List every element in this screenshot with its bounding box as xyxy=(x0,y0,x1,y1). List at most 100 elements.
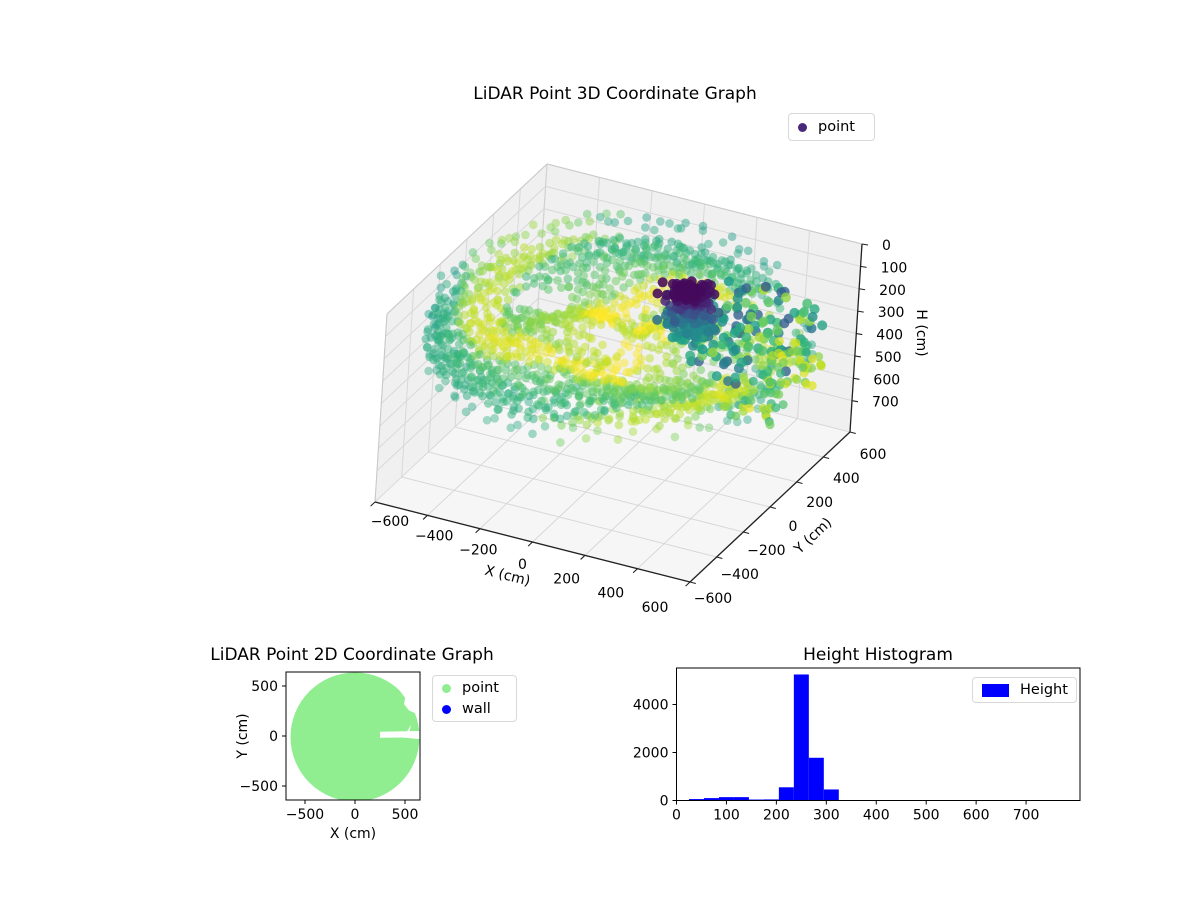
scatter-point xyxy=(489,345,498,354)
grid-line xyxy=(823,456,830,460)
plot3d: −600−400−20002004006006004002000−200−400… xyxy=(370,163,929,616)
scatter-point xyxy=(578,287,588,297)
scatter-point xyxy=(627,318,636,328)
scatter-point xyxy=(802,298,813,309)
scatter-point xyxy=(736,357,747,368)
scatter-point xyxy=(596,212,605,222)
scatter-point xyxy=(430,344,440,354)
scatter-point xyxy=(609,235,618,245)
scatter-point xyxy=(543,315,552,324)
scatter-point xyxy=(694,270,704,279)
scatter-point xyxy=(657,277,668,288)
scatter-point xyxy=(525,357,534,367)
legend-label: Height xyxy=(1020,681,1068,698)
grid-line xyxy=(769,506,776,510)
scatter-point xyxy=(703,390,713,399)
scatter-point xyxy=(642,341,652,351)
scatter-point xyxy=(630,286,639,295)
y-tick-label: −400 xyxy=(720,567,758,583)
y-tick-label: 2000 xyxy=(633,745,669,761)
z-tick-label: 0 xyxy=(882,238,891,254)
scatter-point xyxy=(633,237,643,247)
scatter-point xyxy=(492,277,502,287)
z-tick-label: 500 xyxy=(875,350,902,366)
scatter-point xyxy=(524,397,533,407)
scatter-point xyxy=(759,262,769,271)
scatter-point xyxy=(705,404,715,414)
scatter-point xyxy=(494,318,504,328)
y-tick-label: −600 xyxy=(694,591,732,607)
scatter-point xyxy=(720,401,730,411)
scatter-point xyxy=(637,259,647,268)
scatter-point xyxy=(676,224,686,233)
scatter-point xyxy=(634,343,644,352)
scatter-point xyxy=(628,427,638,437)
scatter-point xyxy=(534,385,543,395)
scatter-point xyxy=(679,369,688,379)
scatter-point xyxy=(763,328,774,339)
scatter-point xyxy=(764,267,774,276)
scatter-point xyxy=(672,375,681,385)
scatter-point xyxy=(482,415,492,425)
scatter-point xyxy=(743,324,754,335)
scatter-point xyxy=(608,374,618,384)
scatter-point xyxy=(485,238,494,248)
scatter-point xyxy=(442,279,452,289)
scatter-point xyxy=(436,283,446,293)
scatter-point xyxy=(549,409,559,419)
scatter-point xyxy=(439,313,448,323)
scatter-point xyxy=(435,295,444,305)
plot2d-title: LiDAR Point 2D Coordinate Graph xyxy=(210,645,494,665)
scatter-point xyxy=(473,375,483,385)
grid-line xyxy=(796,481,803,485)
scatter-point xyxy=(551,235,561,245)
scatter-point xyxy=(645,354,654,363)
scatter-point xyxy=(656,217,665,226)
scatter-point xyxy=(616,377,626,387)
grid-line xyxy=(632,568,638,574)
scatter-point xyxy=(652,299,662,308)
scatter-point xyxy=(492,335,501,344)
scatter-point xyxy=(808,354,817,364)
scatter-point xyxy=(662,352,671,361)
scatter-point xyxy=(572,294,582,304)
scatter-point xyxy=(433,353,442,363)
scatter-point xyxy=(757,345,768,356)
grid-line xyxy=(716,556,723,560)
scatter-point xyxy=(480,342,490,352)
scatter-point xyxy=(716,271,726,280)
scatter-point xyxy=(582,209,592,219)
x-tick-label: 700 xyxy=(1013,808,1040,824)
scatter-point xyxy=(604,414,614,424)
legend-item-wall-2d: wall xyxy=(442,700,507,719)
scatter-point xyxy=(529,279,539,288)
grid-line xyxy=(475,528,481,534)
scatter-point xyxy=(579,408,589,417)
scatter-point xyxy=(743,246,753,256)
scatter-point xyxy=(776,377,786,387)
scatter-point xyxy=(751,355,760,364)
scatter-point xyxy=(477,261,487,270)
scatter-point xyxy=(455,359,465,368)
scatter-point xyxy=(691,412,700,421)
scatter-point xyxy=(613,435,623,444)
scatter-point xyxy=(768,351,778,361)
scatter-point xyxy=(763,297,774,308)
scatter-point xyxy=(791,338,801,348)
scatter-point xyxy=(515,381,525,391)
scatter-point xyxy=(700,263,709,272)
scatter-point xyxy=(798,337,809,348)
scatter-point xyxy=(436,339,446,348)
scatter-point xyxy=(718,238,728,247)
x-tick-label: 200 xyxy=(763,808,790,824)
scatter-point xyxy=(791,328,801,338)
scatter-point xyxy=(568,423,578,433)
scatter-point xyxy=(740,297,751,308)
scatter-point xyxy=(478,266,488,276)
scatter-point xyxy=(597,289,606,299)
x-tick-label: −400 xyxy=(415,528,453,544)
scatter-point xyxy=(751,270,761,280)
legend-label: point xyxy=(462,679,499,696)
scatter-point xyxy=(713,307,724,318)
scatter-point xyxy=(624,300,633,310)
